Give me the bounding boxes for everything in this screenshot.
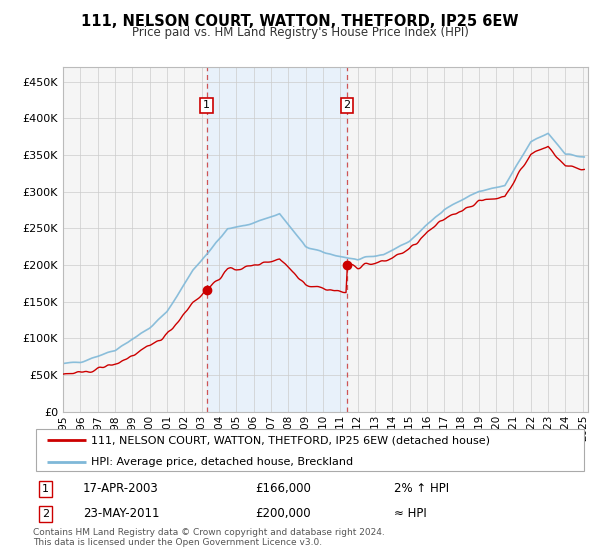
Text: ≈ HPI: ≈ HPI xyxy=(394,507,427,520)
Text: Price paid vs. HM Land Registry's House Price Index (HPI): Price paid vs. HM Land Registry's House … xyxy=(131,26,469,39)
Text: £200,000: £200,000 xyxy=(255,507,311,520)
Text: 2: 2 xyxy=(41,508,49,519)
FancyBboxPatch shape xyxy=(36,429,584,472)
Text: 1: 1 xyxy=(42,484,49,494)
Text: 17-APR-2003: 17-APR-2003 xyxy=(83,482,158,496)
Text: 2% ↑ HPI: 2% ↑ HPI xyxy=(394,482,449,496)
Text: 111, NELSON COURT, WATTON, THETFORD, IP25 6EW: 111, NELSON COURT, WATTON, THETFORD, IP2… xyxy=(81,14,519,29)
Text: 23-MAY-2011: 23-MAY-2011 xyxy=(83,507,160,520)
Text: Contains HM Land Registry data © Crown copyright and database right 2024.: Contains HM Land Registry data © Crown c… xyxy=(33,528,385,536)
Text: 111, NELSON COURT, WATTON, THETFORD, IP25 6EW (detached house): 111, NELSON COURT, WATTON, THETFORD, IP2… xyxy=(91,435,490,445)
Text: 1: 1 xyxy=(203,100,210,110)
Text: £166,000: £166,000 xyxy=(255,482,311,496)
Text: HPI: Average price, detached house, Breckland: HPI: Average price, detached house, Brec… xyxy=(91,457,353,466)
Text: 2: 2 xyxy=(343,100,350,110)
Text: This data is licensed under the Open Government Licence v3.0.: This data is licensed under the Open Gov… xyxy=(33,538,322,547)
Bar xyxy=(206,67,347,412)
